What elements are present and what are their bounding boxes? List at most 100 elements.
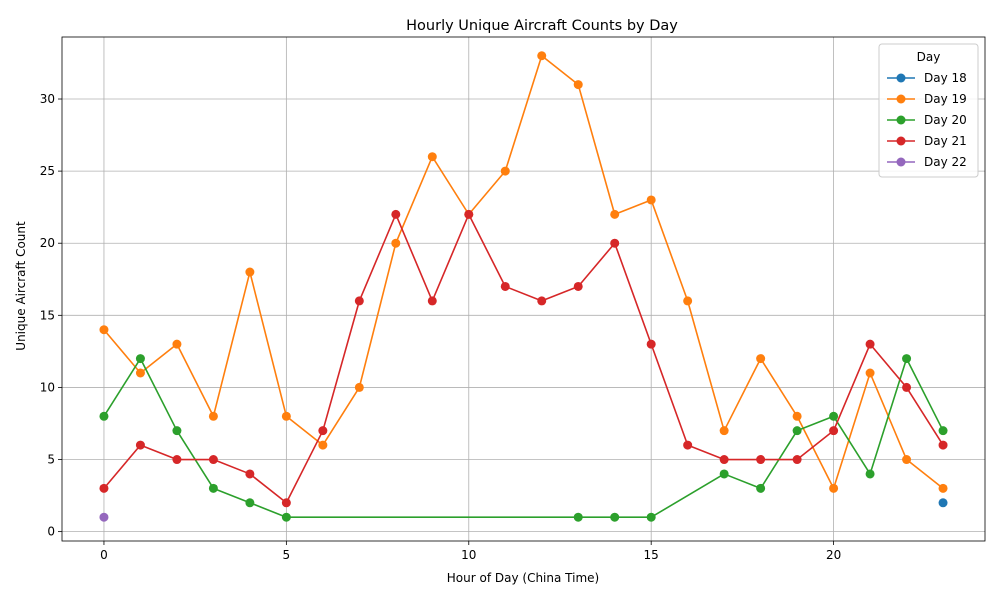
y-tick-label: 5 <box>47 453 55 467</box>
legend-item: Day 20 <box>887 113 967 127</box>
legend-marker <box>896 115 906 125</box>
data-point <box>208 483 218 493</box>
data-point <box>537 296 547 306</box>
data-point <box>865 368 875 378</box>
plot-frame <box>61 36 986 542</box>
data-point <box>245 267 255 277</box>
legend-title: Day <box>917 50 941 64</box>
legend-item: Day 21 <box>887 134 967 148</box>
data-point <box>902 382 912 392</box>
data-point <box>172 339 182 349</box>
x-tick-label: 10 <box>461 548 476 562</box>
data-point <box>318 440 328 450</box>
data-point <box>756 354 766 364</box>
series-line <box>103 357 944 519</box>
chart-title: Hourly Unique Aircraft Counts by Day <box>406 18 678 34</box>
legend-item: Day 19 <box>887 92 967 106</box>
data-point <box>865 339 875 349</box>
data-point <box>427 296 437 306</box>
legend-item: Day 18 <box>887 71 967 85</box>
data-point <box>354 382 364 392</box>
legend-marker <box>896 157 906 167</box>
data-point <box>427 152 437 162</box>
data-point <box>902 455 912 465</box>
data-point <box>756 455 766 465</box>
legend-marker <box>896 94 906 104</box>
data-point <box>391 209 401 219</box>
series-group <box>99 51 948 522</box>
legend-label: Day 20 <box>924 113 967 127</box>
series-day-18 <box>938 498 948 508</box>
data-point <box>464 209 474 219</box>
data-point <box>354 296 364 306</box>
data-point <box>99 411 109 421</box>
x-axis-ticks: 0 5 10 15 20 <box>100 541 841 562</box>
data-point <box>902 354 912 364</box>
legend-item: Day 22 <box>887 155 967 169</box>
y-tick-label: 25 <box>40 164 55 178</box>
data-point <box>938 483 948 493</box>
data-point <box>99 483 109 493</box>
data-point <box>281 411 291 421</box>
y-tick-label: 0 <box>47 525 55 539</box>
x-tick-label: 0 <box>100 548 108 562</box>
y-tick-label: 30 <box>40 92 55 106</box>
data-point <box>135 368 145 378</box>
data-point <box>829 426 839 436</box>
data-point <box>683 440 693 450</box>
data-point <box>792 411 802 421</box>
data-point <box>208 455 218 465</box>
data-point <box>829 483 839 493</box>
data-point <box>537 51 547 61</box>
data-point <box>245 498 255 508</box>
x-tick-label: 5 <box>283 548 291 562</box>
data-point <box>938 426 948 436</box>
data-point <box>829 411 839 421</box>
data-point <box>245 469 255 479</box>
data-point <box>610 512 620 522</box>
data-point <box>646 195 656 205</box>
legend-marker <box>896 136 906 146</box>
data-point <box>573 281 583 291</box>
data-point <box>99 512 109 522</box>
legend-marker <box>896 73 906 83</box>
x-axis-label: Hour of Day (China Time) <box>447 571 599 585</box>
data-point <box>865 469 875 479</box>
data-point <box>719 455 729 465</box>
data-point <box>573 512 583 522</box>
x-tick-label: 20 <box>826 548 841 562</box>
data-point <box>500 281 510 291</box>
data-point <box>938 440 948 450</box>
data-point <box>646 512 656 522</box>
data-point <box>792 426 802 436</box>
y-tick-label: 10 <box>40 380 55 394</box>
data-point <box>719 469 729 479</box>
legend-label: Day 21 <box>924 134 967 148</box>
data-point <box>135 354 145 364</box>
data-point <box>646 339 656 349</box>
data-point <box>281 512 291 522</box>
data-point <box>683 296 693 306</box>
data-point <box>610 209 620 219</box>
data-point <box>719 426 729 436</box>
y-axis-ticks: 0 5 10 15 20 25 30 <box>40 92 62 539</box>
data-point <box>756 483 766 493</box>
data-point <box>99 325 109 335</box>
x-tick-label: 15 <box>644 548 659 562</box>
data-point <box>938 498 948 508</box>
series-day-21 <box>99 209 948 508</box>
series-line <box>103 213 944 504</box>
data-point <box>281 498 291 508</box>
data-point <box>391 238 401 248</box>
data-point <box>500 166 510 176</box>
data-point <box>792 455 802 465</box>
data-point <box>172 426 182 436</box>
legend-label: Day 18 <box>924 71 967 85</box>
data-point <box>610 238 620 248</box>
y-axis-label: Unique Aircraft Count <box>14 221 28 351</box>
legend-label: Day 22 <box>924 155 967 169</box>
series-day-20 <box>99 354 948 522</box>
legend-label: Day 19 <box>924 92 967 106</box>
series-day-22 <box>99 512 109 522</box>
